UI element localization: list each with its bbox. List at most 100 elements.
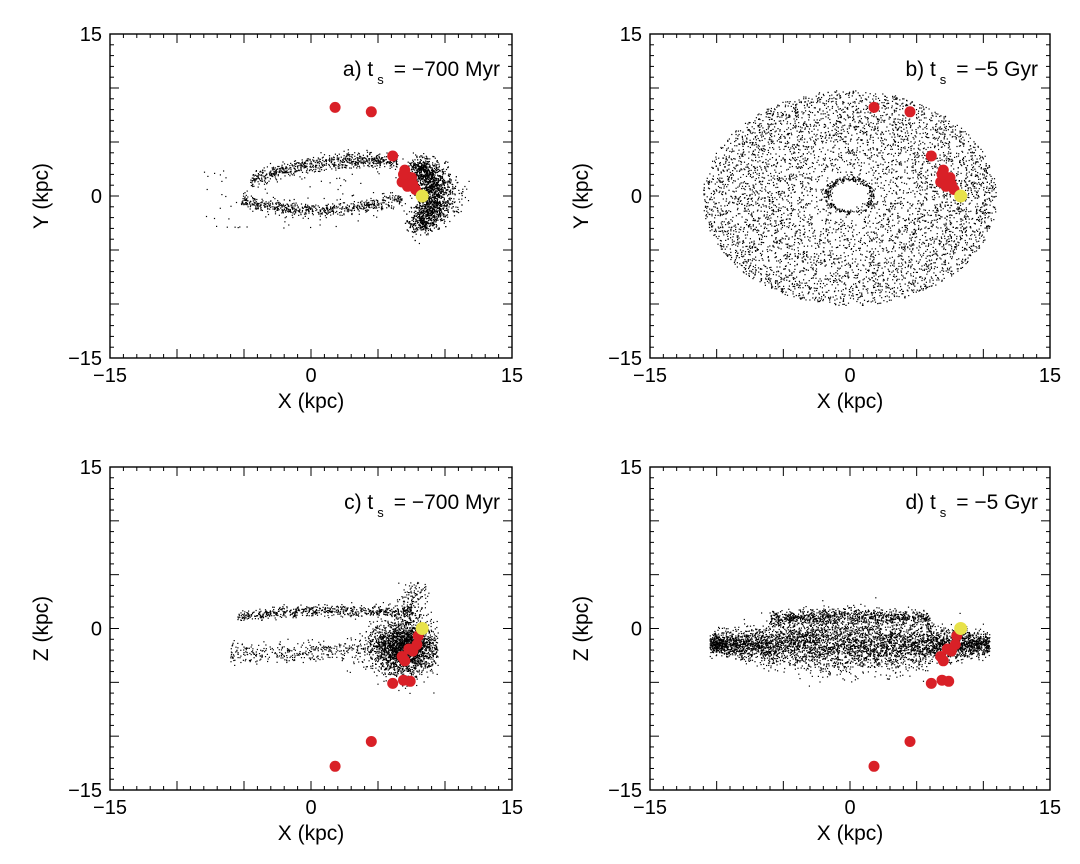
particle-point [429,212,432,214]
particle-point [276,181,278,183]
particle-point [327,212,329,214]
particle-point [461,195,463,197]
particle-point [739,249,742,251]
particle-point [428,166,430,168]
particle-point [743,168,745,170]
particle-point [904,132,906,134]
particle-point [940,209,942,211]
particle-point [242,198,244,200]
particle-point [449,191,451,193]
particle-point [419,215,421,217]
particle-point [735,133,737,136]
particle-point [954,133,956,135]
particle-point [264,170,266,172]
particle-point [920,286,922,288]
particle-point [963,162,965,164]
particle-point [351,154,353,156]
particle-point [382,202,384,204]
particle-point [922,182,924,184]
particle-point [433,216,436,218]
particle-point [265,216,267,218]
particle-point [275,202,277,204]
particle-point [345,159,347,161]
particle-point [827,106,829,108]
particle-point [413,224,415,226]
particle-point [870,167,872,169]
particle-point [324,209,326,211]
particle-point [930,221,932,223]
particle-point [264,188,266,190]
particle-point [422,177,424,179]
particle-point [926,266,928,268]
particle-point [289,209,291,211]
particle-point [365,158,367,160]
particle-point [769,207,771,209]
particle-point [422,182,425,184]
particle-point [423,153,425,155]
particle-point [874,299,876,301]
particle-point [424,167,426,169]
particle-point [343,214,345,216]
particle-point [794,114,797,117]
particle-point [429,214,431,217]
particle-point [941,146,943,148]
particle-point [281,212,283,214]
particle-point [296,210,298,212]
particle-point [373,203,375,206]
particle-point [411,165,413,167]
particle-point [910,275,912,277]
particle-point [437,182,439,184]
particle-point [282,203,284,205]
particles-a [203,149,470,245]
particle-point [242,200,244,202]
particle-point [330,214,332,216]
particle-point [423,227,425,230]
particle-point [435,177,437,179]
particle-point [957,268,959,270]
particle-point [903,190,905,192]
particle-point [430,200,432,202]
particle-point [421,217,423,219]
particle-point [811,188,813,190]
particle-point [347,161,349,163]
particle-point [413,207,415,209]
particle-point [786,182,788,184]
particle-point [435,205,437,207]
particle-point [345,165,347,167]
particle-point [345,206,347,208]
particle-point [888,102,890,104]
particle-point [444,220,446,222]
particle-point [382,197,384,199]
particle-point [752,191,754,193]
particle-point [394,196,396,198]
particle-point [413,220,415,222]
particle-point [886,173,888,175]
particle-point [359,157,361,159]
particle-point [274,208,276,211]
particle-point [435,202,437,204]
particle-point [925,250,927,252]
particle-point [423,218,425,220]
particle-point [945,240,948,242]
particle-point [286,207,288,209]
particle-point [325,217,327,219]
particle-point [969,202,971,204]
particle-point [977,197,979,199]
particle-point [791,165,793,168]
particle-point [900,242,903,244]
particle-point [427,163,429,165]
particle-point [706,216,708,218]
particle-point [254,202,256,204]
particle-point [315,168,317,170]
particle-point [423,156,425,158]
particle-point [422,229,424,231]
particle-point [439,194,441,196]
particle-point [257,173,259,175]
particle-point [337,165,339,167]
particle-point [274,171,276,174]
particle-point [331,163,333,165]
particle-point [830,296,832,298]
particle-point [315,209,317,212]
particle-point [436,219,438,221]
particle-point [849,152,851,154]
